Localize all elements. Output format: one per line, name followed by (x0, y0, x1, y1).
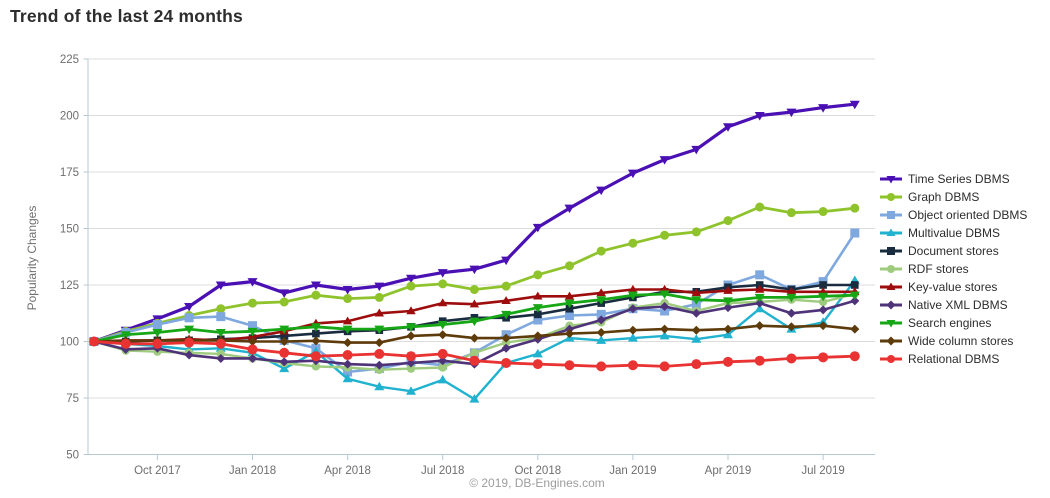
legend-label: RDF stores (908, 262, 969, 276)
legend-item-graph-dbms[interactable]: Graph DBMS (879, 188, 1027, 206)
square-icon (880, 247, 902, 255)
x-tick-label: Jan 2019 (609, 465, 656, 477)
diamond-icon (880, 336, 902, 346)
legend-label: Document stores (908, 244, 999, 258)
y-tick-label: 75 (66, 393, 79, 405)
y-tick-label: 200 (60, 111, 79, 123)
legend-item-time-series-dbms[interactable]: Time Series DBMS (879, 170, 1027, 188)
legend-label: Key-value stores (908, 280, 998, 294)
y-tick-label: 150 (60, 224, 79, 236)
legend-label: Multivalue DBMS (908, 226, 1001, 240)
legend: Time Series DBMS Graph DBMS Object oriente… (879, 170, 1027, 368)
legend-item-rdf-stores[interactable]: RDF stores (879, 260, 1027, 278)
series-relational-dbms (89, 336, 860, 372)
x-tick-label: Jan 2018 (229, 465, 276, 477)
legend-item-document-stores[interactable]: Document stores (879, 242, 1027, 260)
legend-label: Object oriented DBMS (908, 208, 1028, 222)
legend-item-native-xml-dbms[interactable]: Native XML DBMS (879, 296, 1027, 314)
series-time-series-dbms (89, 100, 860, 347)
y-tick-label: 125 (60, 280, 79, 292)
legend-item-search-engines[interactable]: Search engines (879, 314, 1027, 332)
legend-item-key-value-stores[interactable]: Key-value stores (879, 278, 1027, 296)
copyright-text: © 2019, DB-Engines.com (469, 476, 605, 490)
x-tick-label: Oct 2017 (134, 465, 181, 477)
x-tick-label: Oct 2018 (514, 465, 561, 477)
x-tick-label: Jul 2019 (801, 465, 844, 477)
chart-title: Trend of the last 24 months (10, 6, 243, 26)
x-tick-label: Apr 2019 (705, 465, 752, 477)
legend-label: Graph DBMS (908, 190, 980, 204)
x-tick-label: Apr 2018 (324, 465, 371, 477)
y-tick-label: 175 (60, 167, 79, 179)
triangle-up-icon (880, 282, 902, 290)
triangle-up-icon (880, 228, 902, 236)
legend-label: Search engines (908, 316, 992, 330)
circle-icon (880, 265, 902, 273)
legend-label: Native XML DBMS (908, 298, 1008, 312)
y-tick-label: 50 (66, 450, 79, 462)
legend-item-multivalue-dbms[interactable]: Multivalue DBMS (879, 224, 1027, 242)
legend-item-wide-column-stores[interactable]: Wide column stores (879, 332, 1027, 350)
y-tick-label: 100 (60, 337, 79, 349)
legend-label: Wide column stores (908, 334, 1014, 348)
triangle-down-icon (880, 320, 902, 328)
circle-icon (880, 193, 902, 201)
triangle-down-icon (880, 176, 902, 184)
legend-label: Relational DBMS (908, 352, 1000, 366)
square-icon (880, 211, 902, 219)
y-tick-label: 225 (60, 54, 79, 66)
diamond-icon (880, 300, 902, 310)
legend-label: Time Series DBMS (908, 172, 1010, 186)
circle-icon (880, 355, 902, 363)
x-tick-label: Jul 2018 (421, 465, 464, 477)
legend-item-relational-dbms[interactable]: Relational DBMS (879, 350, 1027, 368)
legend-item-object-oriented-dbms[interactable]: Object oriented DBMS (879, 206, 1027, 224)
